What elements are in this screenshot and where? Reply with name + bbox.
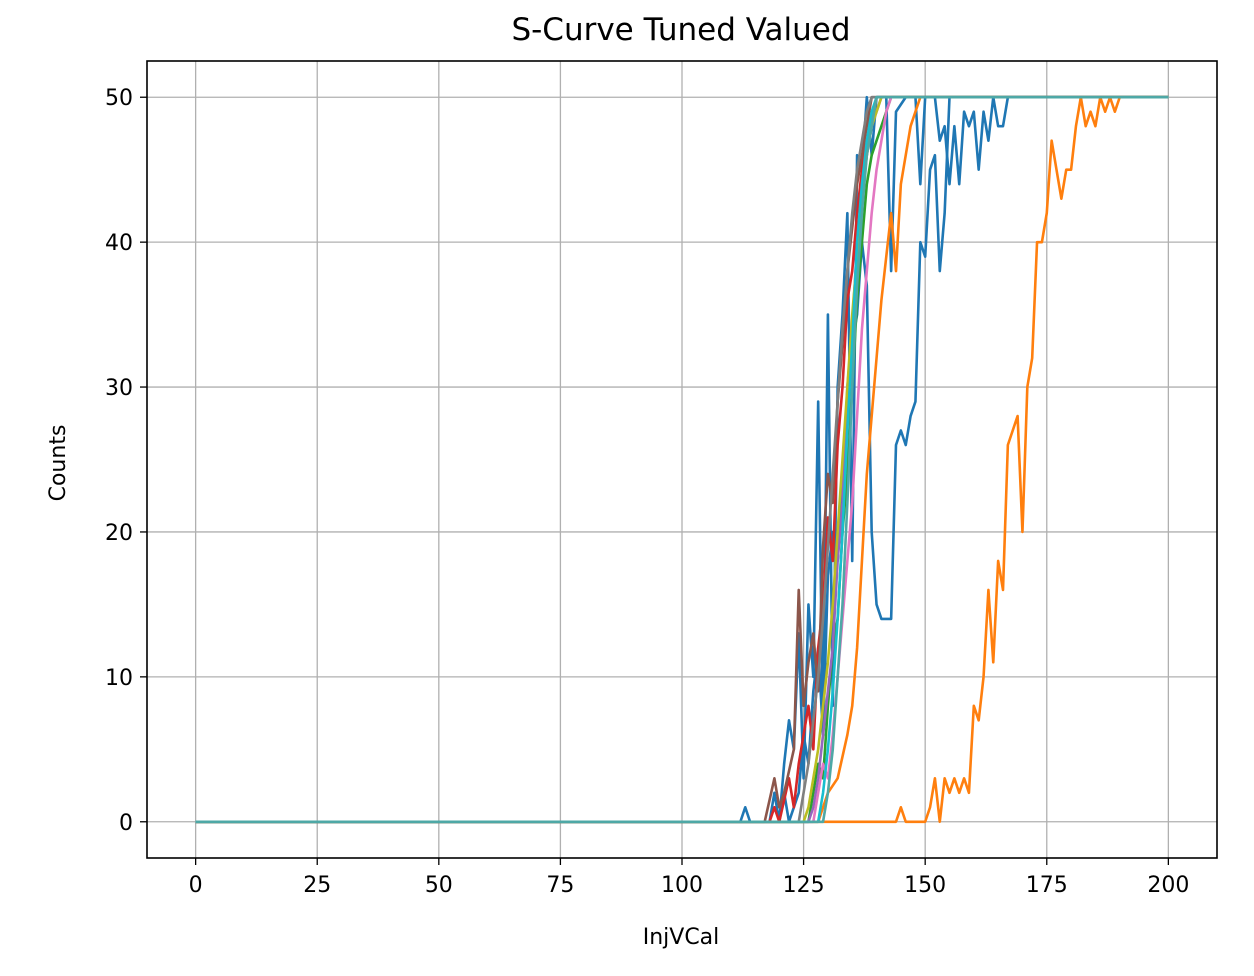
x-tick-label: 75 <box>546 873 574 898</box>
y-tick-label: 40 <box>105 231 133 256</box>
x-tick-label: 150 <box>904 873 946 898</box>
y-axis: 0 10 20 30 40 50 <box>105 86 147 836</box>
y-tick-label: 0 <box>119 811 133 836</box>
x-tick-label: 25 <box>303 873 331 898</box>
x-axis: 0 25 50 75 100 125 150 175 200 <box>189 858 1189 898</box>
plot-area <box>195 95 1169 824</box>
y-tick-label: 30 <box>105 376 133 401</box>
y-axis-label: Counts <box>46 425 71 502</box>
x-tick-label: 125 <box>783 873 825 898</box>
chart-title: S-Curve Tuned Valued <box>511 12 850 48</box>
x-tick-label: 175 <box>1026 873 1068 898</box>
y-tick-label: 20 <box>105 521 133 546</box>
x-tick-label: 200 <box>1147 873 1189 898</box>
x-tick-label: 100 <box>661 873 703 898</box>
x-tick-label: 0 <box>189 873 203 898</box>
x-axis-label: InjVCal <box>643 925 720 950</box>
y-tick-label: 50 <box>105 86 133 111</box>
series-line-12 <box>195 95 1169 824</box>
y-tick-label: 10 <box>105 666 133 691</box>
x-tick-label: 50 <box>425 873 453 898</box>
